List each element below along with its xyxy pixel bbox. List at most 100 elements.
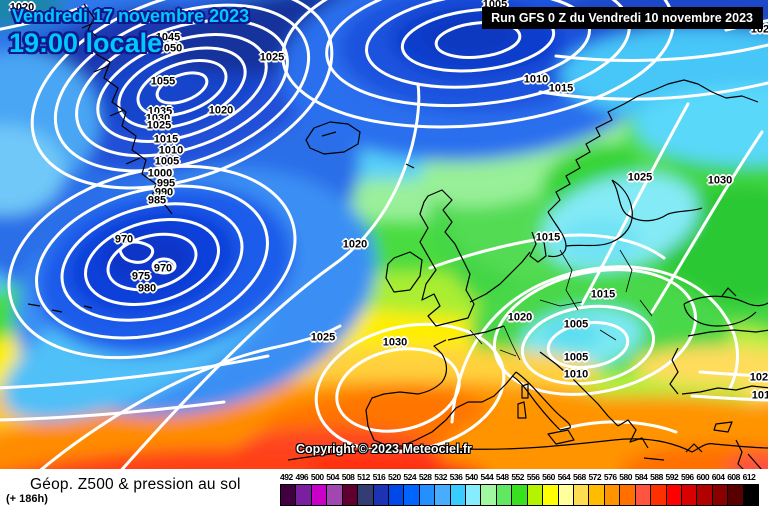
coast-britain: [419, 189, 475, 327]
colorbar-swatch: [449, 484, 467, 506]
colorbar-swatch: [403, 484, 420, 506]
pressure-label: 1045: [155, 31, 181, 44]
pressure-label: 1025: [627, 171, 653, 184]
colorbar-tick: 604: [711, 472, 725, 482]
pressure-label: 1030: [382, 336, 408, 349]
colorbar-swatch: [542, 484, 559, 506]
pressure-label: 1035: [147, 105, 173, 118]
pressure-label: 970: [114, 233, 134, 246]
colorbar-swatch: [387, 484, 405, 506]
colorbar-tick: 548: [495, 472, 509, 482]
pressure-label: 1025: [146, 119, 172, 132]
pressure-label: 985: [147, 194, 167, 207]
colorbar-tick: 528: [418, 472, 432, 482]
colorbar-swatch: [557, 484, 575, 506]
pressure-label: 1005: [154, 155, 180, 168]
valid-time-label: 19:00 locale: [9, 28, 163, 58]
pressure-label: 1025: [310, 331, 336, 344]
pressure-label: 1050: [157, 42, 183, 55]
pressure-label: 1020: [208, 104, 234, 117]
coast-france-iberia: [365, 325, 517, 447]
colorbar-tick: 572: [588, 472, 602, 482]
colorbar-tick: 492: [280, 472, 293, 482]
pressure-label: 1015: [590, 288, 616, 301]
colorbar-tick: 520: [387, 472, 401, 482]
pressure-label: 1010: [158, 144, 184, 157]
colorbar-swatch: [480, 484, 497, 506]
colorbar-tick: 584: [634, 472, 648, 482]
pressure-label: 1030: [145, 112, 171, 125]
pressure-label: 1020: [507, 311, 533, 324]
colorbar-tick: 544: [480, 472, 494, 482]
colorbar-swatch: [573, 484, 590, 506]
coast-baltic: [547, 179, 703, 258]
colorbar-tick: 596: [680, 472, 694, 482]
colorbar-tick: 496: [295, 472, 309, 482]
model-run-info-box: Run GFS 0 Z du Vendredi 10 novembre 2023: [482, 7, 763, 29]
colorbar-tick: 556: [526, 472, 540, 482]
coast-turkey: [669, 329, 768, 395]
colorbar-tick: 508: [341, 472, 355, 482]
coast-ireland: [385, 251, 423, 293]
colorbar-tick: 552: [511, 472, 525, 482]
colorbar-swatch: [711, 484, 729, 506]
colorbar-tick: 612: [742, 472, 756, 482]
coast-norway: [547, 79, 759, 213]
coast-black-sea: [683, 287, 768, 327]
colorbar-swatch: [495, 484, 513, 506]
pressure-label: 1015: [153, 133, 179, 146]
colorbar-swatches: [280, 484, 760, 506]
synoptic-map: 1020 1045 1050 1055 1025 1020 1035 1030 1025 1015…: [0, 0, 768, 470]
colorbar-tick: 600: [696, 472, 710, 482]
pressure-label: 1025: [259, 51, 285, 64]
copyright-label: Copyright © 2023 Meteociel.fr: [296, 442, 472, 456]
colorbar-tick: 564: [557, 472, 571, 482]
pressure-label: 980: [137, 282, 157, 295]
colorbar-swatch: [634, 484, 652, 506]
colorbar-swatch: [280, 484, 297, 506]
pressure-label: 1015: [548, 82, 574, 95]
coast-denmark: [529, 231, 547, 263]
colorbar-tick: 580: [619, 472, 632, 482]
pressure-label: 1010: [523, 73, 549, 86]
valid-date-label: Vendredi 17 novembre 2023: [12, 6, 250, 26]
pressure-label: 975: [131, 270, 151, 283]
colorbar-tick: 524: [403, 472, 417, 482]
colorbar-swatch: [742, 484, 760, 506]
pressure-label: 1020: [9, 1, 35, 14]
coastlines: [27, 3, 768, 470]
colorbar-swatch: [434, 484, 451, 506]
colorbar-tick: 536: [449, 472, 463, 482]
pressure-label: 1015: [535, 231, 561, 244]
colorbar-swatch: [418, 484, 436, 506]
colorbar-tick: 500: [310, 472, 324, 482]
colorbar-swatch: [619, 484, 636, 506]
legend-strip: Géop. Z500 & pression au sol (+ 186h) 49…: [0, 469, 768, 512]
coast-north-africa: [287, 438, 768, 470]
colorbar-swatch: [511, 484, 528, 506]
pressure-label: 1020: [750, 23, 768, 36]
pressure-label: 1030: [707, 174, 733, 187]
colorbar-swatch: [465, 484, 482, 506]
colorbar-swatch: [603, 484, 621, 506]
pressure-label: 1020: [342, 238, 368, 251]
colorbar-swatch: [341, 484, 359, 506]
colorbar-swatch: [526, 484, 544, 506]
colorbar-swatch: [310, 484, 328, 506]
pressure-label: 990: [154, 186, 174, 199]
colorbar-tick: 592: [665, 472, 679, 482]
colorbar-tick: 540: [465, 472, 478, 482]
colorbar-swatch: [727, 484, 744, 506]
colorbar-tick: 608: [727, 472, 740, 482]
pressure-label: 1055: [150, 75, 176, 88]
colorbar-swatch: [357, 484, 374, 506]
colorbar-tick: 532: [434, 472, 447, 482]
isobar-contours: [0, 0, 768, 470]
pressure-label: 1020: [749, 371, 768, 384]
colorbar-swatch: [696, 484, 713, 506]
forecast-offset-label: (+ 186h): [6, 493, 48, 505]
colorbar-swatch: [326, 484, 343, 506]
colorbar-swatch: [372, 484, 389, 506]
chart-title: Géop. Z500 & pression au sol: [30, 476, 241, 493]
